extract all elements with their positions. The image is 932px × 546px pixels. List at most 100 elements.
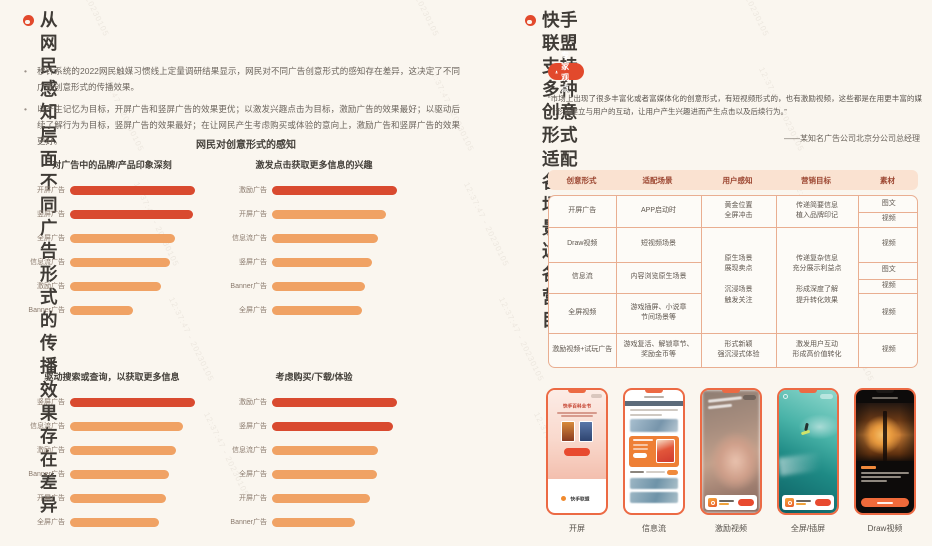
table-cell: 视频 <box>858 227 917 263</box>
chart-category-label: 信息流广告 <box>232 235 267 242</box>
table-header-cell: 营销目标 <box>801 175 831 185</box>
ad-cta-pill <box>633 452 647 458</box>
chart-category-label: 竖屏广告 <box>239 423 267 430</box>
chart-category-label: Banner广告 <box>230 283 267 290</box>
chart-bar <box>70 517 159 527</box>
left-title-line2: 不同广告形式的传播效果存在差异 <box>40 171 58 515</box>
table-cell: 原生场景 展现卖点 沉浸场景 触发关注 <box>701 227 777 334</box>
chart-bar <box>272 233 378 243</box>
expert-badge-label: 专家观点 <box>561 50 571 93</box>
chart-title: 激发点击获取更多信息的兴趣 <box>255 160 373 170</box>
creative-format-table: 开屏广告 APP启动时 黄金位置 全屏冲击 传递简要信息 植入品牌印记 图文 视频 Draw… <box>548 195 918 368</box>
table-header-cell: 用户感知 <box>722 175 753 185</box>
chart-category-label: Banner广告 <box>28 307 65 314</box>
phone-mockup-fullscreen: 全屏/插屏 <box>777 388 839 534</box>
table-cell: 传递简要信息 植入品牌印记 <box>776 196 859 228</box>
chart-category-label: 全屏广告 <box>37 519 65 526</box>
chart-row: Banner广告 <box>224 510 404 534</box>
book-cover-images <box>548 420 606 442</box>
table-row: 视频 <box>549 212 917 228</box>
chart-row: Banner广告 <box>22 462 202 486</box>
chart-bar <box>70 493 166 503</box>
phone-screenshot-draw-video <box>854 388 916 515</box>
chart-category-label: Banner广告 <box>28 471 65 478</box>
phone-mockup-rewarded-video: 激励视频 <box>700 388 762 534</box>
download-button <box>738 498 754 507</box>
chart-category-label: 信息流广告 <box>232 447 267 454</box>
close-icon <box>783 394 788 399</box>
chart-row: 激励广告 <box>224 178 404 202</box>
chart-bar <box>272 517 355 527</box>
table-cell: 游戏复活、解锁章节、 奖励金币等 <box>616 333 702 367</box>
chart-row: 信息流广告 <box>22 250 202 274</box>
download-button <box>861 498 909 507</box>
feed-image-blurred <box>630 491 678 503</box>
table-cell: 视频 <box>858 279 917 294</box>
chart-category-label: 开屏广告 <box>37 495 65 502</box>
feed-image-blurred <box>630 477 678 489</box>
chart-category-label: 竖屏广告 <box>37 399 65 406</box>
chart-bar <box>272 445 378 455</box>
chart-row: 激励广告 <box>22 438 202 462</box>
chart-bar <box>272 281 365 291</box>
phone-mockup-feed: 信息流 <box>623 388 685 534</box>
chart-row: 开屏广告 <box>224 202 404 226</box>
table-cell: 信息流 <box>549 262 617 294</box>
section-bullet-icon <box>23 15 34 26</box>
chart-bar <box>70 421 183 431</box>
table-cell: Draw视频 <box>549 227 617 263</box>
chart-bar <box>70 257 170 267</box>
chart-row: 开屏广告 <box>22 178 202 202</box>
phone-label: 全屏/插屏 <box>790 524 826 533</box>
table-cell: 游戏插屏、小说章 节间场景等 <box>616 293 702 334</box>
table-cell: 传递复杂信息 充分展示利益点 形成深度了解 提升转化效果 <box>776 227 859 334</box>
chart-category-label: 全屏广告 <box>239 471 267 478</box>
ad-bottom-bar <box>705 495 757 510</box>
app-icon <box>785 498 794 507</box>
phone-screenshot-feed <box>623 388 685 515</box>
chart-category-label: Banner广告 <box>230 519 267 526</box>
table-row: Draw视频 短视频场景 原生场景 展现卖点 沉浸场景 触发关注 传递复杂信息 充分展… <box>549 227 917 334</box>
person-icon <box>555 70 558 73</box>
table-row: 信息流 内容浏览原生场景 图文 <box>549 262 917 294</box>
chart-bar <box>272 257 372 267</box>
quote-attribution: ——某知名广告公司北京分公司总经理 <box>784 134 920 143</box>
left-bullet-list: 秒针系统的2022网民触媒习惯线上定量调研结果显示，网民对不同广告创意形式的感知… <box>24 64 460 157</box>
table-row: 视频 <box>549 279 917 294</box>
chart-category-label: 激励广告 <box>37 447 65 454</box>
expert-quote: “市场上出现了很多丰富化或者富媒体化的创意形式，有短视频形式的，也有激励视频，这… <box>548 94 922 117</box>
chart-row: 信息流广告 <box>224 226 404 250</box>
chart-row: 全屏广告 <box>22 226 202 250</box>
bar-chart: 对广告中的品牌/产品印象深刻 开屏广告 竖屏广告 全屏广告 信息流广告 激励广告 Banne… <box>22 158 202 322</box>
chart-category-label: 全屏广告 <box>37 235 65 242</box>
chart-row: 竖屏广告 <box>22 390 202 414</box>
chart-row: 竖屏广告 <box>224 414 404 438</box>
charts-subtitle: 网民对创意形式的感知 <box>196 140 296 151</box>
phone-screenshot-fullscreen <box>777 388 839 515</box>
chart-bar <box>70 397 195 407</box>
chart-category-label: 激励广告 <box>239 399 267 406</box>
chart-row: Banner广告 <box>22 298 202 322</box>
chart-category-label: 竖屏广告 <box>37 211 65 218</box>
chart-bar <box>70 233 175 243</box>
chart-category-label: 竖屏广告 <box>239 259 267 266</box>
table-header-cell: 素材 <box>880 175 895 185</box>
overlay-text-blurred <box>707 396 743 424</box>
chart-category-label: 激励广告 <box>239 187 267 194</box>
chart-category-label: 激励广告 <box>37 283 65 290</box>
watermark-text: 12:37:47 - 20230105 <box>497 295 546 384</box>
chart-bar <box>70 305 133 315</box>
phone-mockup-splash: 快手百科全书 快手联盟 开屏 <box>546 388 608 534</box>
download-button <box>564 447 590 456</box>
phone-label: 激励视频 <box>715 524 747 533</box>
feed-image-blurred <box>630 418 678 432</box>
splash-ad-content: 快手百科全书 <box>548 390 606 479</box>
chart-row: 信息流广告 <box>224 438 404 462</box>
phone-screenshot-splash: 快手百科全书 快手联盟 <box>546 388 608 515</box>
table-cell: 激励视频+试玩广告 <box>549 333 617 367</box>
table-cell: 短视频场景 <box>616 227 702 263</box>
chart-row: 激励广告 <box>22 274 202 298</box>
chart-bar <box>272 469 377 479</box>
download-pill-button <box>667 469 678 475</box>
